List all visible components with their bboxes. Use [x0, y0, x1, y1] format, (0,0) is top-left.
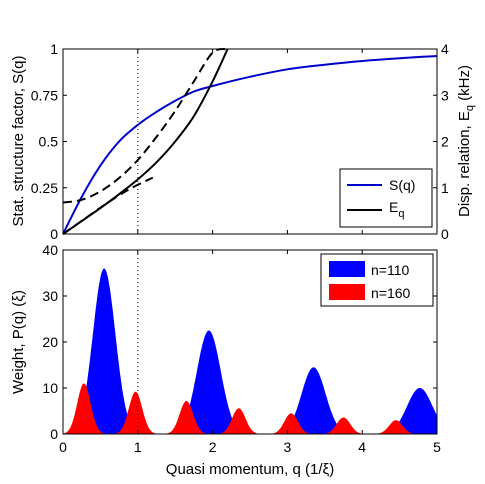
bottom-ytick-label-3: 30 [42, 288, 58, 304]
bottom-ytick-label-1: 10 [42, 380, 58, 396]
top-series-1 [62, 48, 229, 235]
top-legend: S(q) Eq [339, 168, 433, 228]
top-panel: 0 0.25 0.5 0.75 1 0 1 2 3 4 Stat. structure facto… [10, 41, 476, 242]
bottom-legend: n=110 n=160 [320, 253, 434, 307]
bottom-ytick-label-2: 20 [42, 334, 58, 350]
bottom-ylabel: Weight, P(q) (ξ) [10, 290, 27, 394]
top-ylabel-left: Stat. structure factor, S(q) [10, 56, 27, 227]
top-ytick-right-label-0: 0 [441, 226, 449, 242]
bottom-area-0 [63, 268, 437, 434]
bottom-xlabel: Quasi momentum, q (1/ξ) [166, 461, 334, 478]
top-ytick-right-label-4: 4 [441, 41, 449, 57]
top-ytick-left-label-1: 0.25 [31, 180, 58, 196]
top-ytick-left-label-0: 0 [50, 226, 58, 242]
legend-swatch-n160 [329, 284, 365, 300]
bottom-xtick-label-0: 0 [59, 439, 67, 455]
top-series-3 [62, 176, 154, 235]
legend-label-n110: n=110 [371, 262, 409, 278]
bottom-xtick-label-3: 3 [284, 439, 292, 455]
top-ylabel-right: Disp. relation, Eq (kHz) [456, 65, 476, 217]
bottom-panel: 0 1 2 3 4 5 0 10 20 30 40 Weight, P(q) (ξ) Quasi m… [10, 242, 441, 478]
bottom-xtick-label-4: 4 [358, 439, 366, 455]
bottom-xtick-label-2: 2 [209, 439, 217, 455]
top-plot-area [62, 48, 438, 235]
top-ytick-right-label-1: 1 [441, 180, 449, 196]
bottom-plot-area [63, 250, 437, 434]
top-ytick-right-label-2: 2 [441, 134, 449, 150]
top-legend-box [339, 168, 433, 228]
top-ytick-left-label-4: 1 [50, 41, 58, 57]
legend-label-n160: n=160 [371, 285, 411, 301]
bottom-xtick-label-5: 5 [433, 439, 441, 455]
top-ytick-left-label-3: 0.75 [31, 87, 58, 103]
legend-swatch-n110 [329, 261, 365, 277]
top-ticks: 0 0.25 0.5 0.75 1 0 1 2 3 4 [31, 41, 449, 242]
top-series-0 [62, 55, 438, 235]
top-ytick-left-label-2: 0.5 [39, 134, 59, 150]
legend-label-s: S(q) [389, 177, 415, 193]
bottom-ytick-label-0: 0 [50, 426, 58, 442]
bottom-ticks: 0 1 2 3 4 5 0 10 20 30 40 [42, 242, 441, 455]
bottom-ytick-label-4: 40 [42, 242, 58, 258]
top-series-2 [62, 48, 228, 204]
top-ytick-right-label-3: 3 [441, 87, 449, 103]
bottom-xtick-label-1: 1 [134, 439, 142, 455]
bottom-area-1 [63, 383, 437, 434]
